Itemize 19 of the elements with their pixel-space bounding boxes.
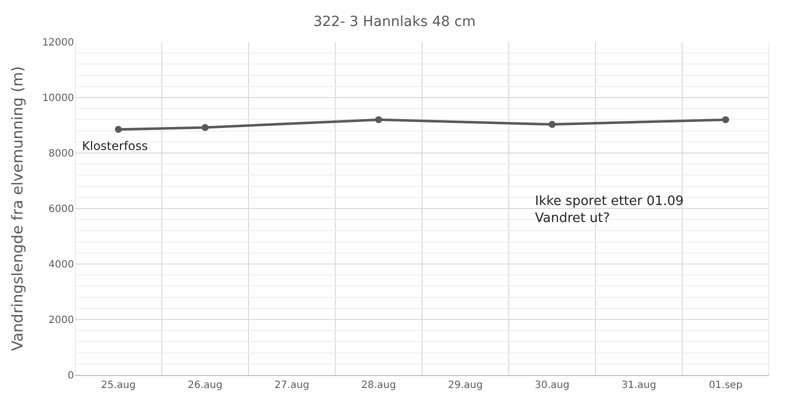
y-tick-label: 10000 <box>42 93 74 104</box>
x-tick-label: 27.aug <box>274 380 310 391</box>
x-tick-label: 29.aug <box>448 380 483 391</box>
x-tick-label: 31.aug <box>622 380 656 391</box>
y-tick-label: 4000 <box>48 260 74 270</box>
y-tick-label: 2000 <box>48 315 74 326</box>
x-tick-label: 26.aug <box>188 380 222 391</box>
x-tick-label: 01.sep <box>708 380 742 391</box>
y-axis-title: Vandringslengde fra elvemunning (m) <box>8 66 26 351</box>
annotation: Ikke sporet etter 01.09 Vandret ut? <box>535 194 684 226</box>
y-tick-label: 0 <box>68 370 74 382</box>
x-tick-label: 30.aug <box>534 380 570 391</box>
y-tick-label: 12000 <box>42 38 74 48</box>
x-tick-label: 25.aug <box>101 380 136 391</box>
y-tick-label: 8000 <box>48 148 74 160</box>
y-tick-label: 6000 <box>48 204 74 215</box>
annotation: Klosterfoss <box>82 139 148 153</box>
chart-title: 322- 3 Hannlaks 48 cm <box>313 14 476 30</box>
x-tick-label: 28.aug <box>361 380 396 391</box>
